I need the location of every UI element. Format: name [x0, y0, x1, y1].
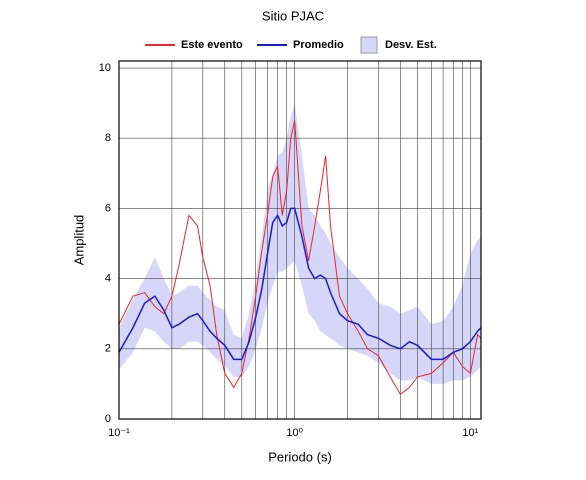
y-tick-label: 2 [105, 343, 111, 355]
y-tick-label: 4 [105, 273, 111, 285]
y-axis-label: Amplitud [71, 215, 86, 266]
y-tick-label: 8 [105, 132, 111, 144]
plot-frame [118, 60, 482, 420]
legend-label: Este evento [181, 39, 243, 51]
x-tick-label: 10¹ [462, 427, 478, 439]
std-band [119, 103, 481, 384]
y-tick-label: 6 [105, 202, 111, 214]
series-line [118, 207, 482, 361]
x-axis-label: Periodo (s) [268, 449, 332, 464]
legend-label: Desv. Est. [385, 39, 437, 51]
x-tick-label: 10⁻¹ [108, 427, 130, 439]
x-tick-label: 10⁰ [286, 427, 303, 439]
series-line [118, 120, 482, 396]
y-tick-label: 10 [99, 62, 111, 74]
y-tick-label: 0 [105, 413, 111, 425]
chart-title: Sitio PJAC [262, 8, 324, 23]
legend-swatch [360, 36, 378, 54]
legend-label: Promedio [293, 39, 344, 51]
